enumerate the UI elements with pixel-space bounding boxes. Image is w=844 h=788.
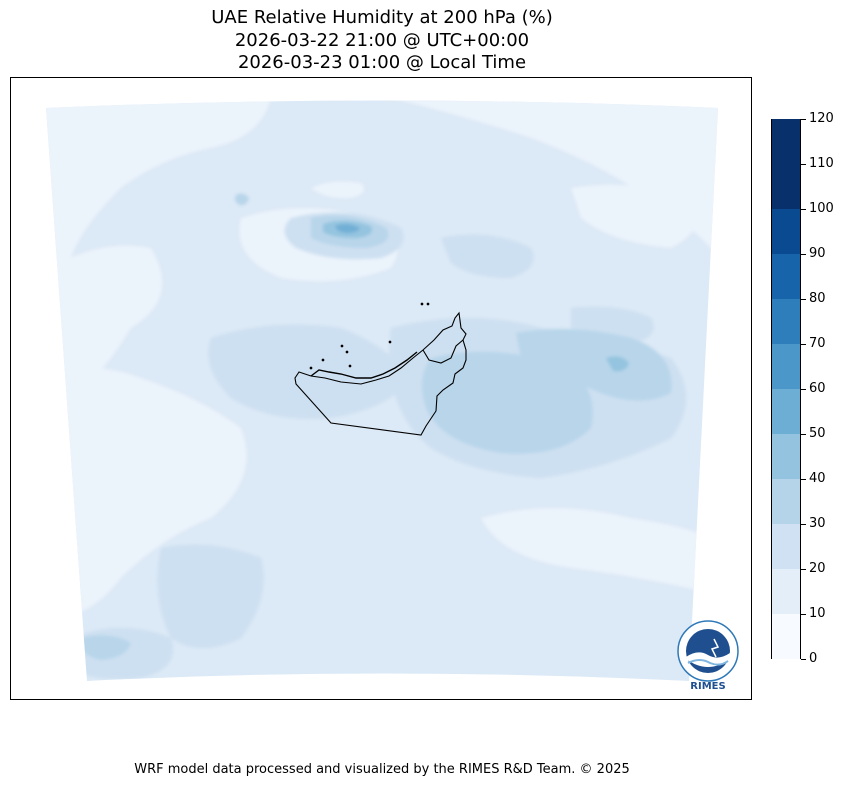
colorbar-segment bbox=[772, 164, 800, 209]
contour-fill-layer bbox=[46, 100, 718, 681]
contour-band-30-40 bbox=[235, 193, 249, 206]
contour-band-10-20 bbox=[311, 181, 365, 199]
uae-emirate-border bbox=[422, 339, 464, 364]
rimes-logo: RIMES bbox=[677, 620, 739, 692]
colorbar-segment bbox=[772, 119, 800, 164]
colorbar-tick bbox=[801, 523, 806, 525]
colorbar-tick-label: 110 bbox=[809, 156, 834, 171]
title-line-2: 2026-03-22 21:00 @ UTC+00:00 bbox=[234, 30, 530, 51]
contour-band-10-20 bbox=[46, 368, 247, 618]
colorbar-segment bbox=[772, 479, 800, 524]
humidity-contour-map: RIMES bbox=[46, 100, 739, 692]
colorbar-segment bbox=[772, 389, 800, 434]
uae-boundary bbox=[294, 302, 467, 436]
colorbar-tick-label: 20 bbox=[809, 561, 826, 576]
colorbar-tick bbox=[801, 253, 806, 255]
contour-band-20-30 bbox=[441, 234, 534, 278]
colorbar-tick bbox=[801, 433, 806, 435]
colorbar-segment bbox=[772, 524, 800, 569]
colorbar-tick bbox=[801, 388, 806, 390]
colorbar-tick bbox=[801, 163, 806, 165]
colorbar-tick-label: 80 bbox=[809, 291, 826, 306]
rimes-logo-text: RIMES bbox=[690, 681, 725, 692]
colorbar-segment bbox=[772, 299, 800, 344]
colorbar-tick-label: 120 bbox=[809, 111, 834, 126]
map-panel: RIMES bbox=[10, 77, 752, 700]
contour-band-20-30 bbox=[208, 324, 411, 419]
contour-band-10-20 bbox=[391, 100, 718, 278]
colorbar-tick-label: 100 bbox=[809, 201, 834, 216]
colorbar-tick bbox=[801, 478, 806, 480]
colorbar-segment bbox=[772, 209, 800, 254]
colorbar-tick bbox=[801, 343, 806, 345]
colorbar-tick bbox=[801, 568, 806, 570]
contour-band-30-40 bbox=[516, 329, 672, 401]
colorbar-segment bbox=[772, 614, 800, 659]
colorbar-segment bbox=[772, 254, 800, 299]
contour-band-30-40 bbox=[422, 351, 593, 454]
colorbar-tick-label: 10 bbox=[809, 606, 826, 621]
colorbar-segment bbox=[772, 434, 800, 479]
title-line-3: 2026-03-23 01:00 @ Local Time bbox=[237, 52, 527, 73]
title-line-1: UAE Relative Humidity at 200 hPa (%) bbox=[211, 7, 553, 28]
contour-band-10-20 bbox=[571, 184, 698, 248]
contour-band-20-30 bbox=[157, 544, 264, 648]
colorbar-tick-label: 40 bbox=[809, 471, 826, 486]
footer-credit: WRF model data processed and visualized … bbox=[134, 762, 630, 777]
contour-band-10-20 bbox=[481, 508, 718, 598]
colorbar-tick-label: 0 bbox=[809, 651, 818, 666]
colorbar bbox=[771, 119, 801, 659]
colorbar-tick-label: 70 bbox=[809, 336, 826, 351]
colorbar-tick bbox=[801, 208, 806, 210]
colorbar-tick-label: 90 bbox=[809, 246, 826, 261]
uae-country-outline bbox=[294, 311, 467, 436]
uae-coastline bbox=[310, 351, 418, 379]
colorbar-tick bbox=[801, 298, 806, 300]
colorbar-tick-label: 60 bbox=[809, 381, 826, 396]
colorbar-segment bbox=[772, 344, 800, 389]
contour-band-10-20 bbox=[46, 100, 271, 278]
contour-band-30-40 bbox=[80, 635, 131, 660]
contour-band-50-60 bbox=[335, 223, 360, 233]
contour-band-30-40 bbox=[441, 421, 459, 433]
colorbar-tick bbox=[801, 118, 806, 120]
contour-band-40-50 bbox=[606, 356, 629, 372]
colorbar-segment bbox=[772, 569, 800, 614]
colorbar-tick bbox=[801, 658, 806, 660]
colorbar-tick bbox=[801, 613, 806, 615]
colorbar-tick-label: 30 bbox=[809, 516, 826, 531]
colorbar-tick-label: 50 bbox=[809, 426, 826, 441]
contour-band-10-20 bbox=[48, 245, 163, 398]
